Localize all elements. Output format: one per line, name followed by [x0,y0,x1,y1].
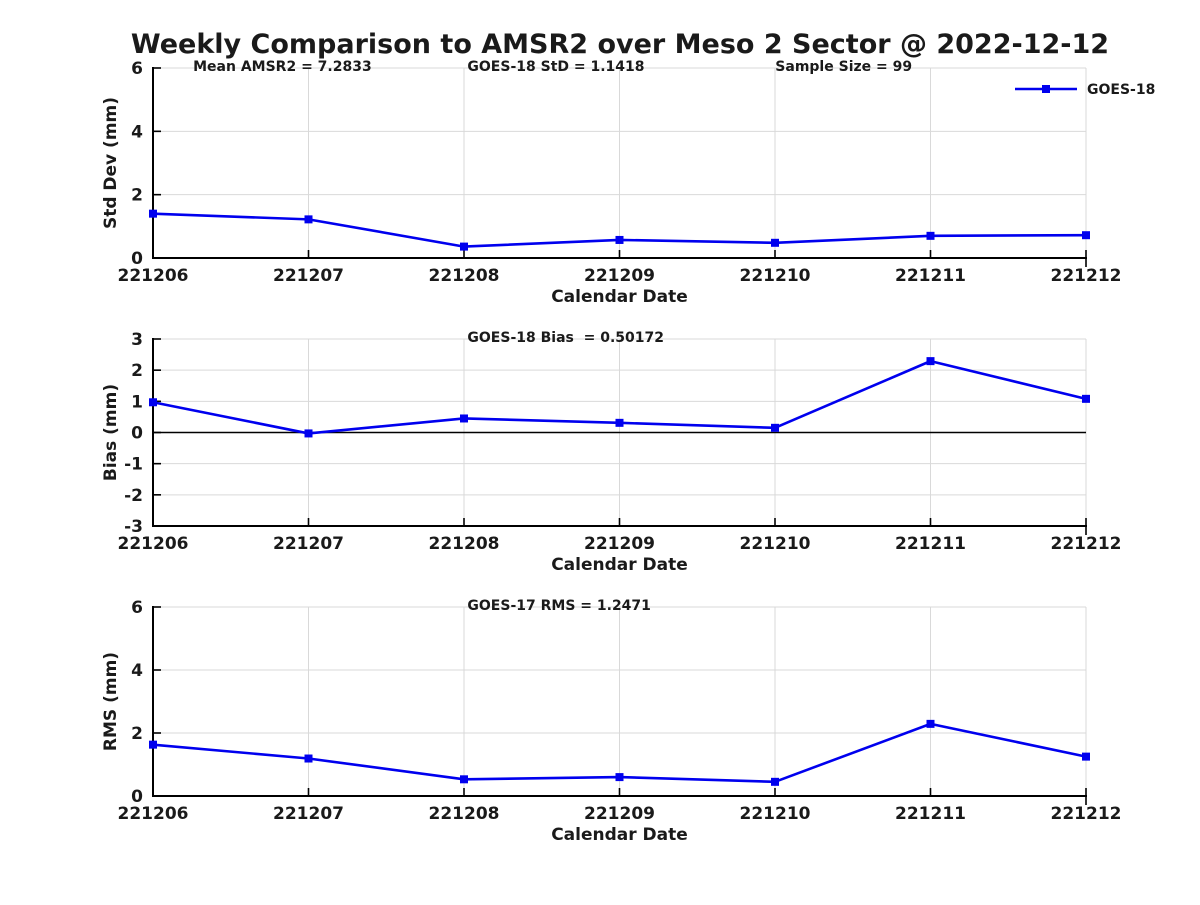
data-point-marker [615,773,624,782]
y-tick-label: 6 [131,598,143,618]
x-tick-label: 221208 [429,804,500,824]
legend-label: GOES-18 [1087,82,1155,98]
subplot-stddev: 0 2 4 6 221206 221207 221208 221209 221210 221211… [101,59,1121,307]
data-point-marker [771,777,779,786]
legend-square-marker-icon [1042,85,1050,93]
data-point-marker [926,231,935,240]
data-point-marker [460,775,468,784]
x-tick-label: 221207 [273,804,344,824]
data-point-marker [615,418,624,427]
x-axis-label: Calendar Date [551,555,688,575]
y-tick-label: 4 [131,122,143,142]
y-axis-label: Bias (mm) [101,384,121,481]
x-tick-label: 221206 [118,804,189,824]
subplot-bias: -3 -2 -1 0 1 2 3 221206 221207 221208 221209 221210… [101,330,1121,575]
x-tick-label: 221206 [118,266,189,286]
y-axis-label: Std Dev (mm) [101,97,121,229]
y-tick-label: 4 [131,661,143,681]
figure-title: Weekly Comparison to AMSR2 over Meso 2 S… [131,29,1109,60]
x-tick-label: 221211 [895,266,966,286]
stat-annotation: GOES-18 Bias = 0.50172 [467,330,664,346]
x-tick-label: 221207 [273,534,344,554]
y-tick-label: 2 [131,361,143,381]
x-tick-label: 221212 [1051,804,1122,824]
x-tick-label: 221209 [584,534,655,554]
y-tick-label: 6 [131,59,143,79]
y-tick-label: -1 [124,455,143,475]
x-tick-label: 221210 [740,534,811,554]
x-tick-label: 221210 [740,266,811,286]
y-tick-label: 0 [131,249,143,269]
data-point-marker [149,209,157,218]
x-tick-label: 221208 [429,266,500,286]
y-tick-label: 2 [131,724,143,744]
stat-annotation: Mean AMSR2 = 7.2833 [193,59,372,75]
data-point-marker [1082,752,1090,761]
x-tick-label: 221209 [584,266,655,286]
data-point-marker [926,357,935,366]
x-tick-label: 221212 [1051,266,1122,286]
data-point-marker [149,398,157,407]
x-tick-label: 221211 [895,804,966,824]
x-tick-label: 221207 [273,266,344,286]
legend: GOES-18 [1015,82,1155,98]
subplots-container: 0 2 4 6 221206 221207 221208 221209 221210 221211… [101,59,1121,845]
y-tick-label: -2 [124,486,143,506]
data-point-marker [304,215,313,224]
y-axis-label: RMS (mm) [101,652,121,751]
x-axis-label: Calendar Date [551,825,688,845]
data-point-marker [771,238,779,247]
y-tick-label: 1 [131,392,143,412]
x-axis-label: Calendar Date [551,287,688,307]
x-tick-label: 221210 [740,804,811,824]
x-tick-label: 221212 [1051,534,1122,554]
stat-annotation: Sample Size = 99 [775,59,912,75]
y-tick-label: 0 [131,424,143,444]
y-tick-label: -3 [124,517,143,537]
stat-annotation: GOES-18 StD = 1.1418 [467,59,644,75]
data-point-marker [149,740,157,749]
data-point-marker [771,423,779,432]
stat-annotation: GOES-17 RMS = 1.2471 [467,598,651,614]
y-tick-label: 0 [131,787,143,807]
x-tick-label: 221206 [118,534,189,554]
data-point-marker [926,719,935,728]
data-point-marker [1082,394,1090,403]
x-tick-label: 221209 [584,804,655,824]
x-tick-label: 221208 [429,534,500,554]
x-tick-label: 221211 [895,534,966,554]
data-point-marker [460,242,468,251]
data-point-marker [460,414,468,423]
data-point-marker [304,429,313,438]
y-tick-label: 3 [131,330,143,350]
subplot-rms: 0 2 4 6 221206 221207 221208 221209 221210 221211… [101,598,1121,845]
y-tick-label: 2 [131,186,143,206]
data-point-marker [304,754,313,763]
data-point-marker [615,235,624,244]
data-point-marker [1082,231,1090,240]
